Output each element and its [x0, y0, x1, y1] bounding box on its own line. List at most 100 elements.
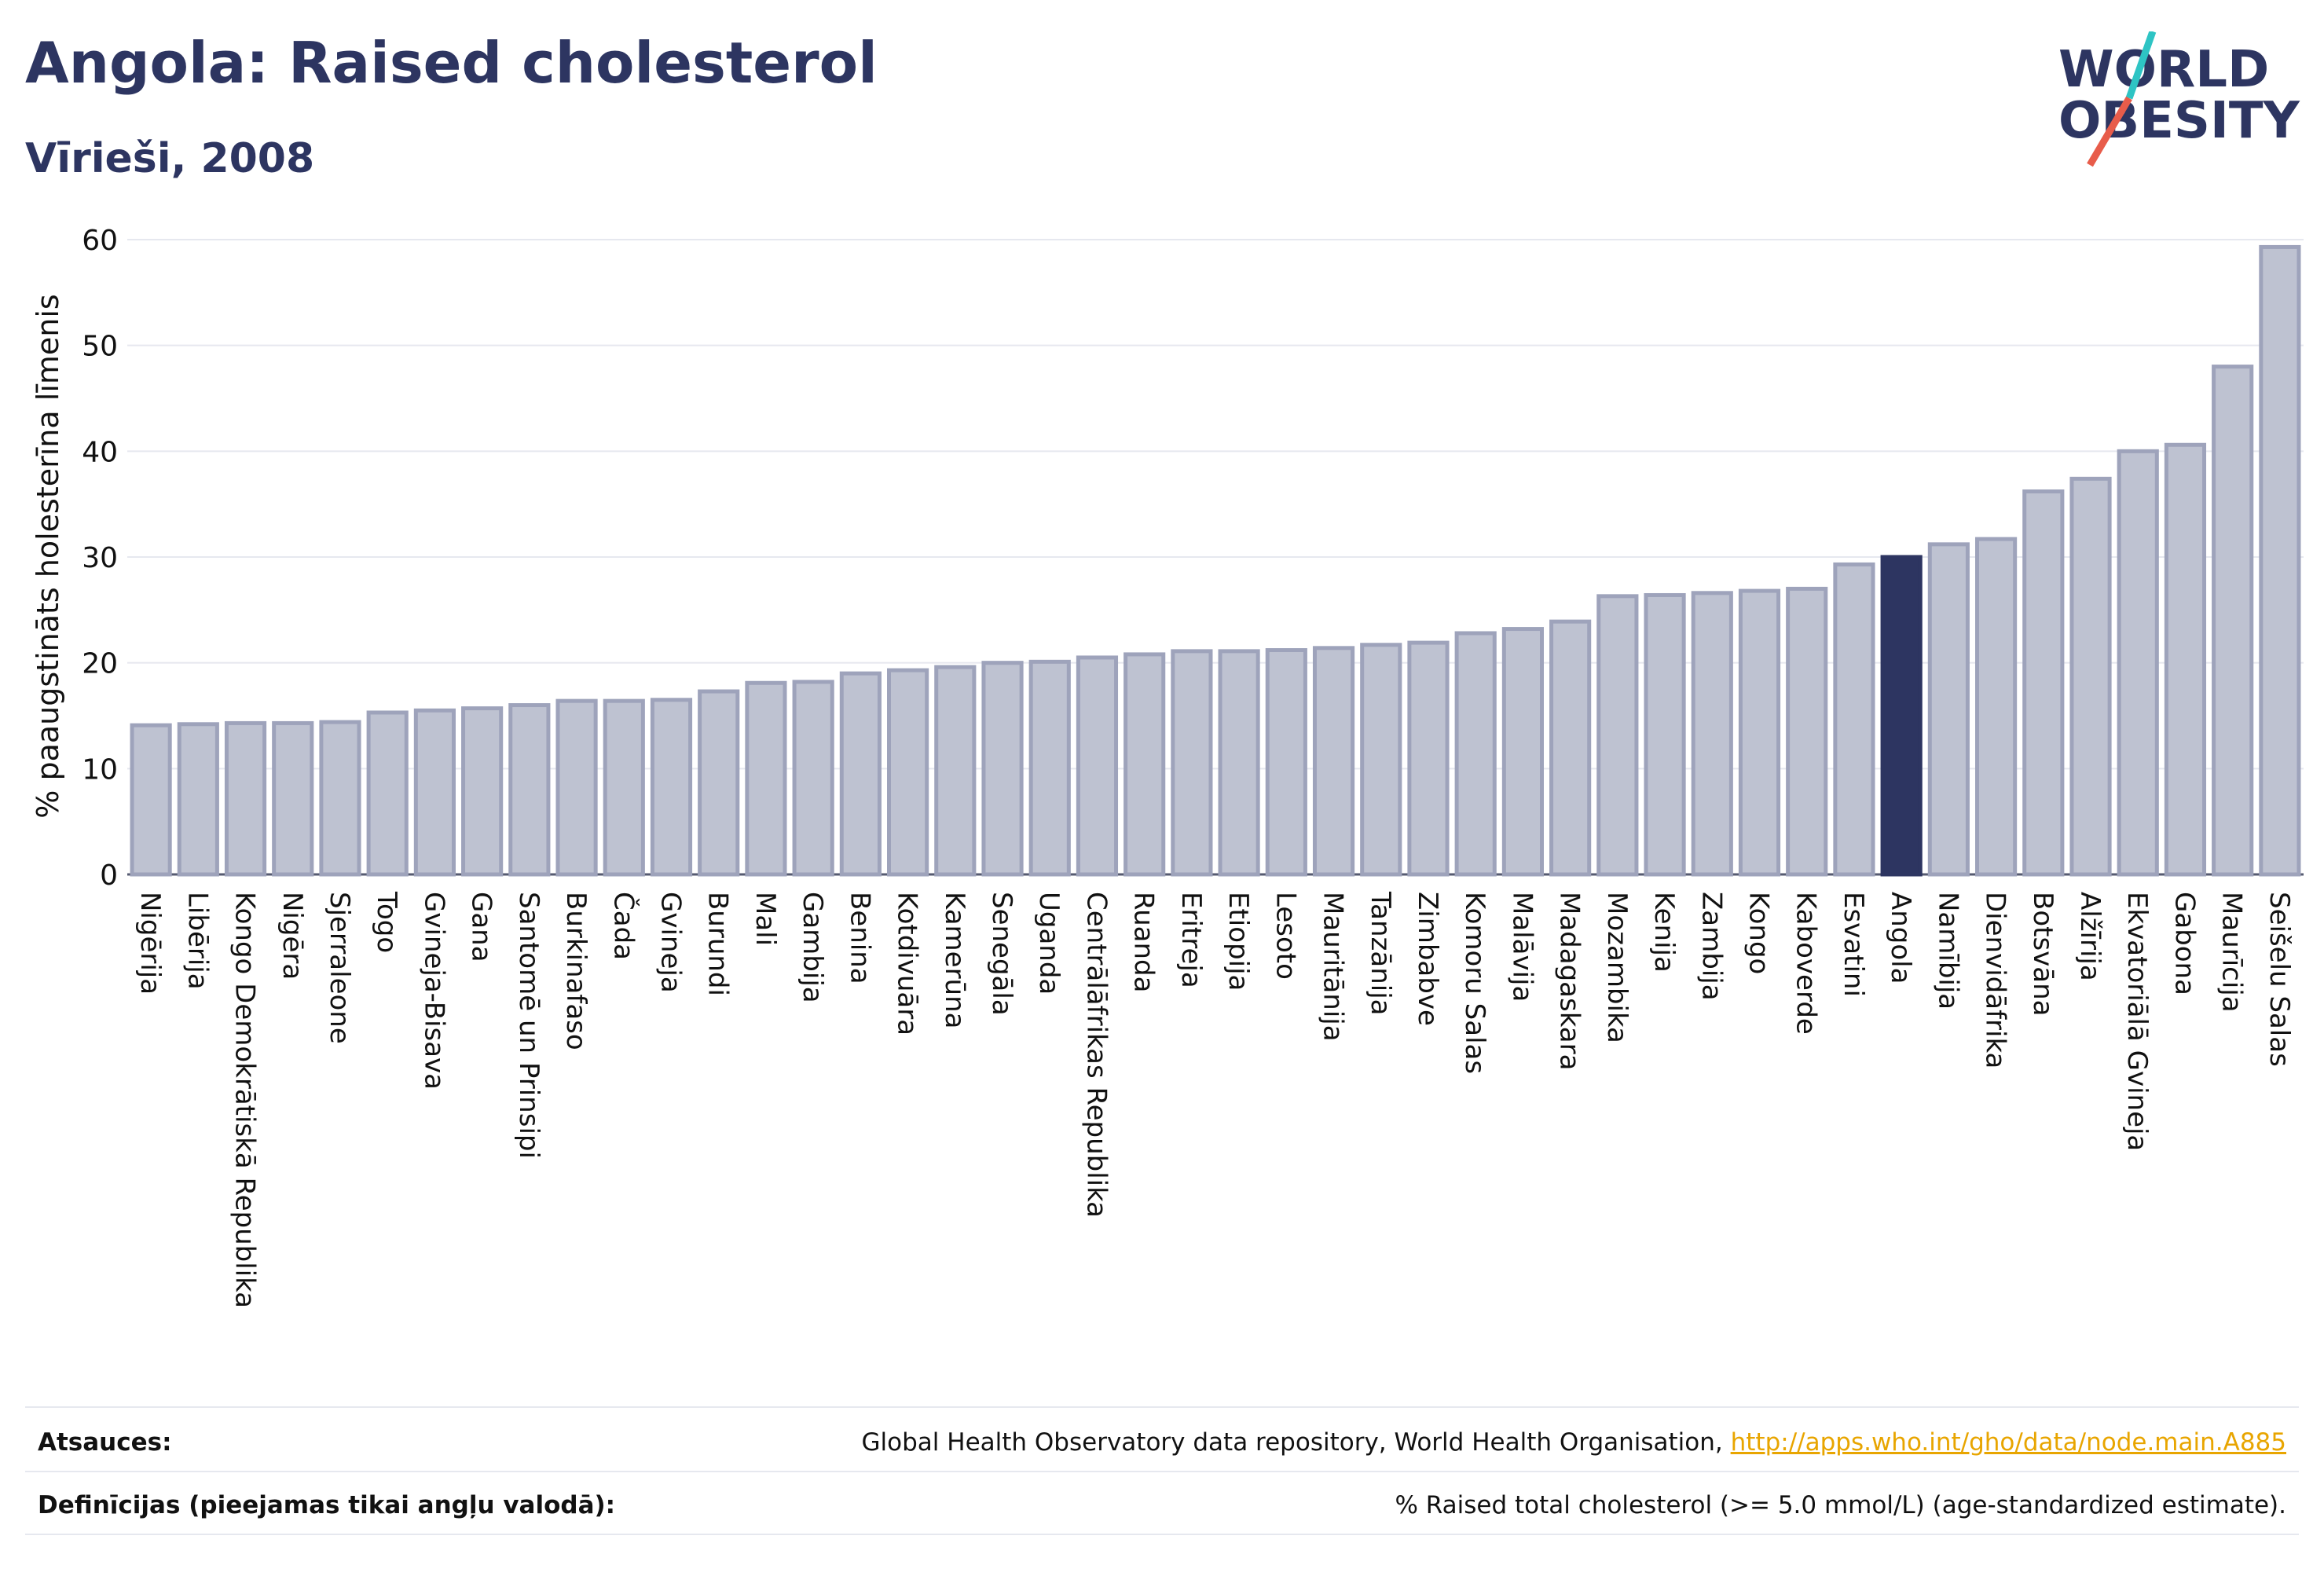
x-tick-label: Esvatini	[1838, 892, 1869, 997]
bar[interactable]	[1312, 646, 1355, 877]
bar[interactable]	[745, 680, 787, 877]
x-tick-label: Burundi	[702, 892, 734, 996]
x-tick-label: Dienvidāfrika	[1980, 892, 2011, 1068]
x-tick-label: Benina	[844, 892, 875, 984]
bar[interactable]	[1833, 562, 1875, 877]
x-tick-label: Maurīcija	[2216, 892, 2248, 1013]
bar[interactable]	[981, 661, 1024, 877]
y-axis-label: % paaugstināts holesterīna līmenis	[31, 294, 65, 818]
x-tick-label: Botsvāna	[2027, 892, 2058, 1017]
x-tick-label: Ekvatoriālā Gvineja	[2121, 892, 2153, 1151]
bar[interactable]	[272, 720, 314, 877]
footer-divider-mid	[25, 1471, 2299, 1472]
bar[interactable]	[413, 708, 456, 877]
bar[interactable]	[1124, 652, 1166, 877]
x-tick-label: Togo	[371, 891, 402, 953]
bar[interactable]	[650, 698, 693, 877]
x-tick-label: Nigērija	[134, 892, 166, 995]
x-tick-label: Nigēra	[277, 892, 308, 980]
y-tick-label: 20	[82, 648, 118, 680]
bar[interactable]	[603, 698, 645, 877]
bar[interactable]	[1028, 659, 1071, 877]
bar[interactable]	[2212, 365, 2254, 877]
bar[interactable]	[1644, 592, 1686, 877]
sources-link[interactable]: http://apps.who.int/gho/data/node.main.A…	[1730, 1428, 2286, 1457]
definitions-value: % Raised total cholesterol (>= 5.0 mmol/…	[1395, 1491, 2286, 1519]
bar[interactable]	[1596, 594, 1639, 877]
bar[interactable]	[1927, 542, 1970, 877]
bar[interactable]	[1786, 586, 1828, 877]
bar[interactable]	[1549, 619, 1592, 877]
x-tick-label: Etiopija	[1222, 892, 1254, 991]
page-subtitle: Vīrieši, 2008	[25, 135, 315, 182]
bar[interactable]	[1454, 631, 1497, 877]
footer-divider-bottom	[25, 1534, 2299, 1535]
bar[interactable]	[1880, 555, 1923, 877]
bar[interactable]	[1076, 655, 1119, 877]
bar[interactable]	[2164, 442, 2207, 877]
x-tick-label: Mozambika	[1601, 892, 1633, 1043]
x-tick-label: Kotdivuāra	[892, 892, 923, 1035]
bar[interactable]	[839, 671, 882, 877]
x-tick-label: Gana	[466, 892, 497, 962]
bar[interactable]	[1407, 640, 1450, 877]
logo-slash-teal-icon	[2125, 31, 2157, 100]
bar[interactable]	[698, 689, 740, 877]
x-tick-label: Zimbabve	[1412, 892, 1443, 1026]
x-tick-label: Gabona	[2168, 892, 2200, 995]
bar[interactable]	[1360, 643, 1402, 877]
bar[interactable]	[319, 720, 361, 877]
sources-label: Atsauces:	[38, 1428, 172, 1457]
x-tick-label: Lesoto	[1270, 892, 1301, 980]
y-tick-label: 40	[82, 436, 118, 468]
bar[interactable]	[887, 668, 929, 877]
bar[interactable]	[1738, 588, 1781, 877]
bar[interactable]	[224, 720, 267, 877]
x-tick-label: Zambija	[1695, 892, 1727, 1001]
x-tick-label: Angola	[1885, 892, 1916, 984]
logo-line1: WORLD	[2058, 41, 2269, 99]
bar[interactable]	[1975, 537, 2018, 877]
logo-slash-coral-icon	[2087, 96, 2132, 167]
bar[interactable]	[1218, 649, 1260, 877]
bar[interactable]	[508, 703, 551, 877]
x-tick-label: Kongo	[1743, 892, 1775, 974]
bar[interactable]	[1171, 649, 1213, 877]
bar[interactable]	[130, 723, 172, 877]
x-tick-label: Gvineja	[655, 892, 687, 993]
x-tick-label: Mali	[750, 892, 781, 946]
x-tick-label: Libērija	[181, 892, 213, 990]
x-tick-label: Kongo Demokrātiskā Republika	[229, 892, 261, 1308]
x-tick-label: Madagaskara	[1554, 892, 1585, 1070]
bar[interactable]	[366, 710, 409, 877]
bar[interactable]	[555, 698, 598, 877]
x-tick-label: Čada	[607, 892, 640, 960]
bar[interactable]	[2069, 476, 2112, 877]
world-obesity-logo[interactable]: WORLD OBESITY	[2051, 31, 2310, 173]
y-tick-label: 0	[100, 859, 118, 892]
bar[interactable]	[1501, 627, 1544, 877]
y-tick-label: 10	[82, 753, 118, 786]
bar[interactable]	[2022, 489, 2065, 877]
bar[interactable]	[1265, 648, 1307, 877]
footer-divider-top	[25, 1406, 2299, 1408]
x-tick-label: Mauritānija	[1318, 892, 1349, 1042]
x-tick-label: Kamerūna	[939, 892, 970, 1028]
definitions-label: Definīcijas (pieejamas tikai angļu valod…	[38, 1491, 616, 1519]
bar[interactable]	[2117, 449, 2159, 877]
x-tick-label: Kaboverde	[1791, 892, 1822, 1035]
x-tick-label: Gambija	[797, 892, 828, 1003]
x-tick-label: Tanzānija	[1365, 891, 1396, 1015]
x-tick-label: Uganda	[1033, 892, 1065, 995]
x-tick-label: Senegāla	[986, 892, 1017, 1016]
bar[interactable]	[2259, 244, 2301, 877]
bar[interactable]	[792, 680, 834, 877]
bar[interactable]	[934, 665, 977, 877]
x-tick-label: Gvineja-Bisava	[418, 892, 449, 1090]
bar[interactable]	[461, 706, 504, 877]
x-tick-label: Sjerraleone	[324, 892, 355, 1044]
x-tick-label: Malāvija	[1506, 892, 1538, 1002]
sources-value: Global Health Observatory data repositor…	[862, 1428, 2286, 1457]
bar[interactable]	[1691, 591, 1733, 877]
bar[interactable]	[177, 722, 219, 877]
